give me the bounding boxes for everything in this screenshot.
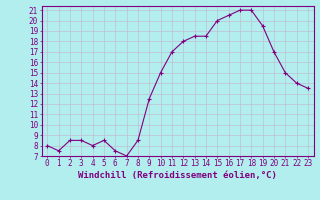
X-axis label: Windchill (Refroidissement éolien,°C): Windchill (Refroidissement éolien,°C) bbox=[78, 171, 277, 180]
